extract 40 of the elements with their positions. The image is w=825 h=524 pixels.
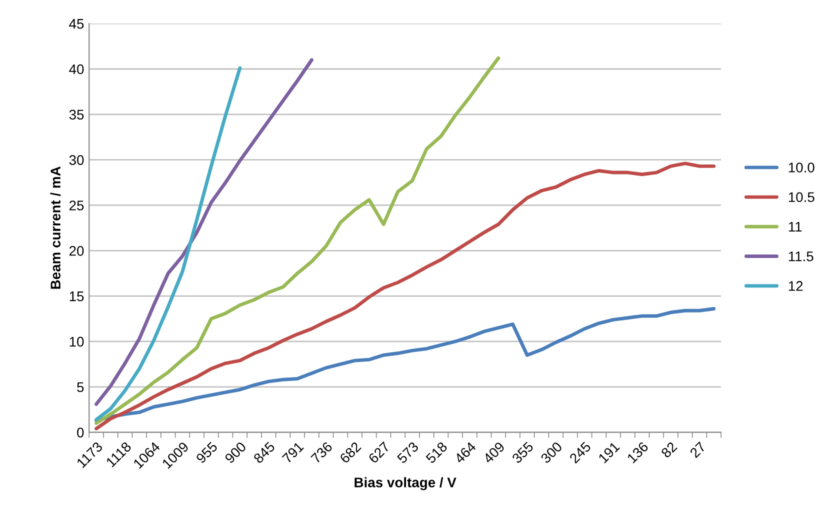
x-tick-label: 627 bbox=[368, 441, 390, 464]
y-tick-label: 30 bbox=[69, 155, 84, 165]
y-tick-label: 35 bbox=[69, 110, 84, 120]
legend-label: 11.5 bbox=[788, 252, 814, 262]
x-axis-title: Bias voltage / V bbox=[354, 477, 456, 490]
x-tick-label: 136 bbox=[626, 441, 649, 464]
y-tick-label: 5 bbox=[77, 382, 84, 392]
y-axis-title: Beam current / mA bbox=[50, 166, 61, 289]
legend-label: 11 bbox=[788, 222, 802, 232]
x-tick-label: 300 bbox=[540, 441, 563, 464]
x-tick-label: 955 bbox=[196, 441, 218, 464]
x-tick-label: 845 bbox=[252, 441, 276, 464]
legend-label: 10.0 bbox=[788, 162, 814, 172]
x-tick-label: 900 bbox=[224, 441, 247, 464]
x-tick-label: 464 bbox=[454, 441, 477, 464]
y-tick-label: 15 bbox=[70, 292, 84, 302]
y-tick-label: 40 bbox=[69, 64, 84, 74]
x-tick-label: 682 bbox=[339, 441, 362, 464]
x-tick-label: 573 bbox=[396, 441, 420, 464]
x-tick-label: 245 bbox=[568, 441, 592, 464]
x-tick-label: 409 bbox=[482, 441, 506, 464]
y-tick-label: 25 bbox=[69, 200, 84, 210]
legend-label: 12 bbox=[788, 281, 803, 291]
x-tick-label: 518 bbox=[425, 441, 448, 464]
y-tick-label: 0 bbox=[77, 428, 84, 438]
legend-label: 10.5 bbox=[788, 192, 814, 202]
line-series bbox=[94, 56, 500, 425]
y-tick-label: 45 bbox=[69, 19, 84, 29]
x-tick-label: 27 bbox=[689, 441, 706, 458]
y-tick-label: 20 bbox=[69, 246, 84, 256]
line-series bbox=[94, 162, 716, 430]
line-series bbox=[94, 307, 716, 422]
y-tick-label: 10 bbox=[70, 336, 84, 347]
line-series bbox=[94, 66, 242, 422]
line-series bbox=[94, 58, 314, 406]
x-tick-label: 791 bbox=[282, 441, 304, 464]
x-tick-label: 355 bbox=[511, 441, 534, 464]
x-tick-label: 736 bbox=[310, 441, 333, 464]
x-tick-label: 191 bbox=[598, 441, 620, 464]
x-tick-label: 82 bbox=[660, 441, 678, 458]
